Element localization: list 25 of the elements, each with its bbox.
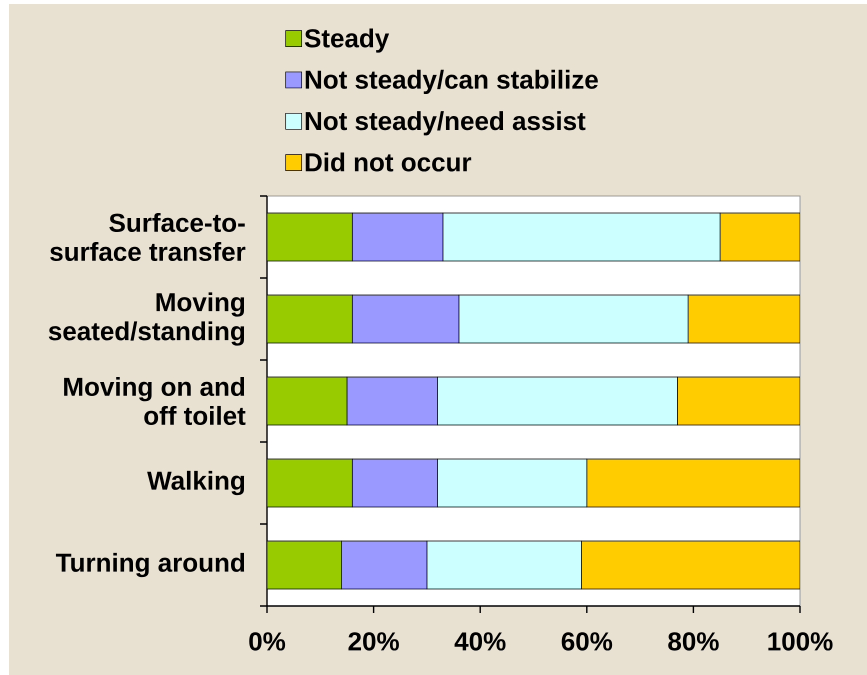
x-tick-label: 0%	[249, 632, 286, 651]
legend-label: Did not occur	[306, 152, 472, 172]
x-tick-label: 60%	[562, 632, 612, 651]
legend-label: Steady	[304, 28, 390, 53]
bar	[688, 294, 800, 344]
bar	[586, 458, 800, 508]
bar	[267, 212, 353, 262]
bar	[267, 294, 353, 344]
x-tick-label: 20%	[348, 632, 399, 651]
bar	[267, 458, 353, 508]
bar	[720, 212, 800, 262]
y-tick-label: Turning around	[56, 552, 244, 578]
y-tick-label: Moving on and off toilet	[64, 376, 246, 426]
y-tick-label: Moving seated/standing	[48, 292, 244, 346]
x-tick-label: 40%	[454, 632, 506, 651]
y-tick-label: Walking	[147, 470, 244, 496]
bar	[267, 540, 342, 590]
legend-label: Not steady/can stabilize	[306, 70, 598, 94]
x-tick-label: 100%	[768, 632, 833, 651]
bar	[677, 376, 800, 426]
x-tick-label: 80%	[668, 632, 719, 651]
y-tick-label: Surface-to-surface transfer	[50, 212, 246, 262]
legend-label: Not steady/need assist	[306, 111, 586, 136]
bar	[267, 376, 348, 426]
bar	[581, 540, 800, 590]
